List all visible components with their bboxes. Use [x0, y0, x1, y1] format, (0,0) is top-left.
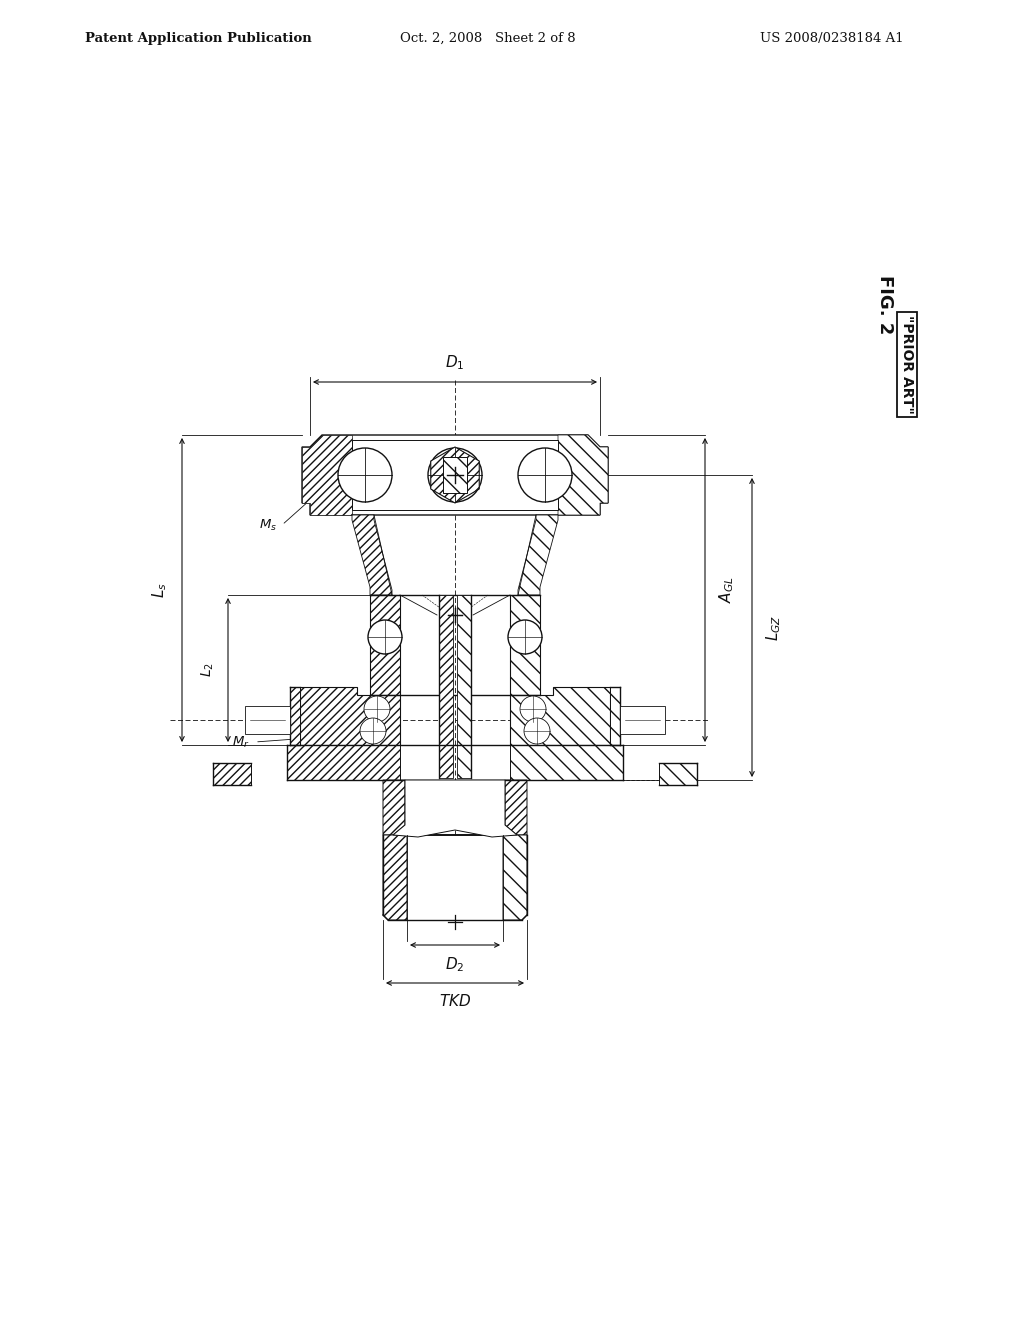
Circle shape — [508, 620, 542, 653]
Text: Oct. 2, 2008   Sheet 2 of 8: Oct. 2, 2008 Sheet 2 of 8 — [400, 32, 575, 45]
Text: "PRIOR ART": "PRIOR ART" — [900, 315, 914, 414]
Polygon shape — [439, 595, 453, 777]
Text: FIG. 2: FIG. 2 — [876, 275, 894, 334]
Circle shape — [518, 447, 572, 502]
Polygon shape — [457, 595, 471, 777]
Circle shape — [428, 447, 482, 502]
Text: $L_2$: $L_2$ — [200, 663, 216, 677]
Polygon shape — [510, 595, 540, 696]
Polygon shape — [431, 447, 479, 503]
Bar — [245, 706, 290, 734]
Polygon shape — [290, 686, 300, 744]
Text: $L_{GZ}$: $L_{GZ}$ — [764, 614, 782, 640]
Polygon shape — [370, 595, 400, 696]
Polygon shape — [383, 836, 407, 920]
Polygon shape — [518, 515, 558, 595]
Polygon shape — [383, 780, 527, 836]
Polygon shape — [503, 836, 527, 920]
Polygon shape — [352, 515, 392, 595]
Text: US 2008/0238184 A1: US 2008/0238184 A1 — [760, 32, 903, 45]
Bar — [620, 706, 665, 734]
Bar — [443, 457, 467, 492]
Text: $D_1$: $D_1$ — [445, 354, 465, 372]
Polygon shape — [510, 686, 610, 744]
Circle shape — [364, 696, 390, 722]
Text: $M_s$: $M_s$ — [259, 517, 278, 532]
Polygon shape — [393, 780, 517, 837]
Polygon shape — [302, 436, 608, 515]
Polygon shape — [510, 744, 623, 780]
Polygon shape — [659, 763, 697, 785]
Polygon shape — [302, 436, 352, 515]
Text: $A_{GL}$: $A_{GL}$ — [717, 577, 735, 603]
Circle shape — [338, 447, 392, 502]
Circle shape — [368, 620, 402, 653]
Circle shape — [520, 696, 546, 722]
Text: Patent Application Publication: Patent Application Publication — [85, 32, 311, 45]
Text: $L_s$: $L_s$ — [151, 582, 169, 598]
Text: $D_2$: $D_2$ — [445, 954, 465, 974]
Polygon shape — [558, 436, 608, 515]
Polygon shape — [213, 763, 251, 785]
Bar — [352, 440, 558, 510]
Polygon shape — [300, 686, 400, 744]
Polygon shape — [610, 686, 620, 744]
Text: $M_r$: $M_r$ — [232, 734, 250, 750]
Circle shape — [524, 718, 550, 744]
Circle shape — [360, 718, 386, 744]
Text: $TKD$: $TKD$ — [439, 993, 471, 1008]
Polygon shape — [287, 744, 400, 780]
